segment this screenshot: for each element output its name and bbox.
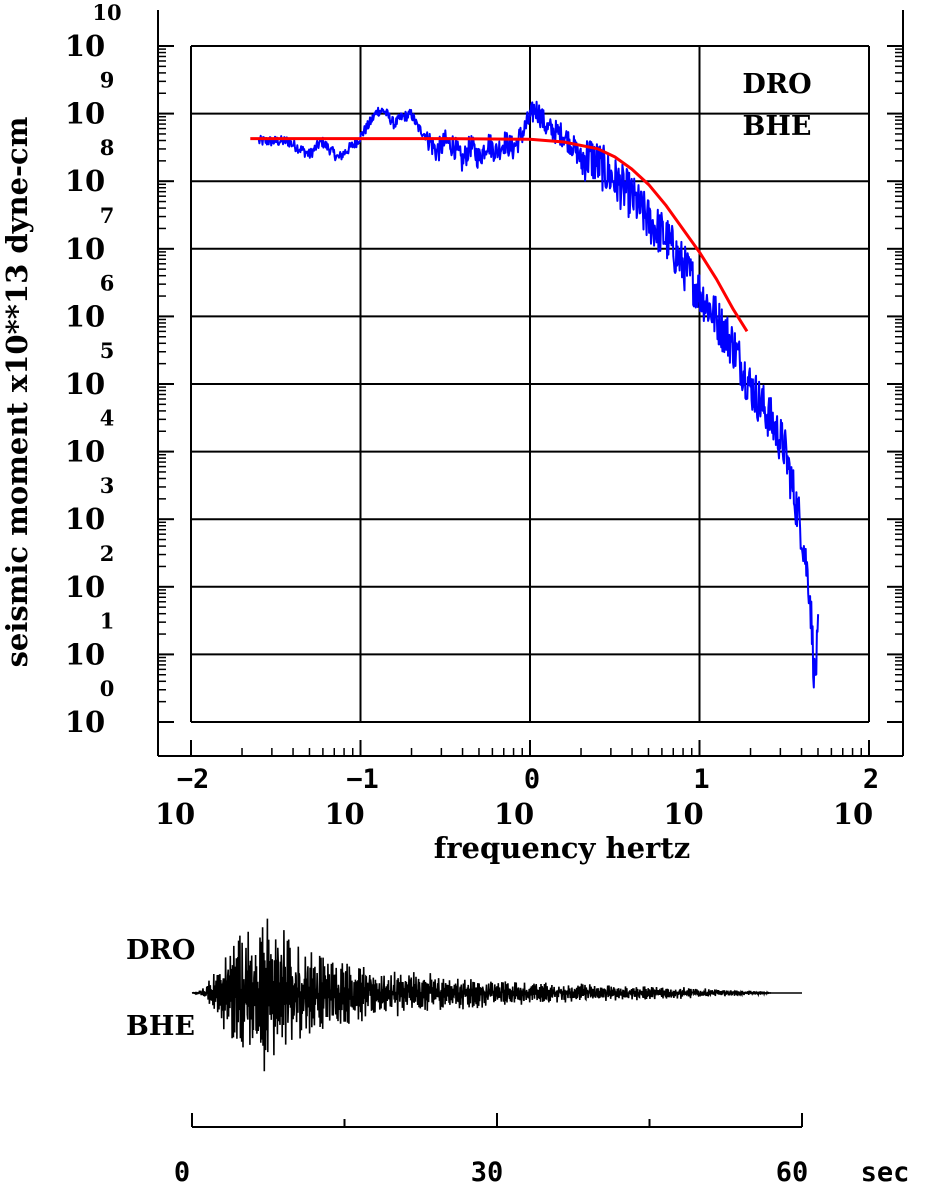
y-tick-label-exponent: 8 (100, 135, 115, 160)
y-tick-label-base: 10 (65, 502, 105, 536)
y-tick-label-base: 10 (65, 435, 105, 469)
x-axis-label: frequency hertz (434, 831, 690, 865)
y-tick-label-exponent: 0 (100, 676, 115, 701)
y-tick-label-exponent: 4 (100, 406, 115, 431)
y-tick-labels: 10 0 10 1 10 2 10 3 10 4 10 5 10 6 10 7 10 8 10 9 10 10 (65, 0, 122, 739)
y-tick-label-base: 10 (65, 232, 105, 266)
y-tick-label-exponent: 9 (100, 68, 115, 93)
y-tick-label-exponent: 2 (100, 541, 115, 566)
spectrum-ticks (158, 45, 903, 756)
y-tick-label-exponent: 10 (92, 0, 121, 25)
observed-spectrum-line (257, 100, 820, 689)
y-tick-label-base: 10 (65, 29, 105, 63)
time-axis-unit-label: sec (861, 1157, 910, 1184)
y-tick-label-exponent: 3 (100, 473, 115, 498)
y-axis-label: seismic moment x10**13 dyne-cm (0, 116, 34, 667)
spectrum-component-label: BHE (743, 111, 812, 142)
y-tick-label-exponent: 5 (100, 338, 115, 363)
y-tick-label-base: 10 (65, 299, 105, 333)
seismogram-line (191, 918, 802, 1072)
y-tick-label-exponent: 1 (100, 608, 115, 633)
x-tick-label-exponent: −2 (177, 764, 210, 795)
model-fit-line (250, 137, 749, 333)
seismogram-station-label: DRO (126, 935, 195, 966)
spectrum-grid (190, 45, 870, 723)
y-tick-label-base: 10 (65, 97, 105, 131)
y-tick-label-base: 10 (65, 705, 105, 739)
time-tick-label: 60 (776, 1157, 809, 1184)
x-tick-label-base: 10 (155, 797, 195, 831)
time-tick-label: 0 (174, 1157, 190, 1184)
y-tick-label-base: 10 (65, 570, 105, 604)
x-tick-label-base: 10 (494, 797, 534, 831)
y-tick-label-base: 10 (65, 367, 105, 401)
y-tick-label-base: 10 (65, 164, 105, 198)
x-tick-label-exponent: 1 (693, 764, 709, 795)
x-tick-label-base: 10 (663, 797, 703, 831)
y-tick-label-exponent: 6 (100, 270, 115, 295)
seismogram-trace (191, 918, 802, 1072)
seismogram-component-label: BHE (126, 1011, 195, 1042)
x-tick-label-exponent: 0 (524, 764, 540, 795)
x-tick-label-exponent: −1 (346, 764, 379, 795)
x-tick-label-exponent: 2 (863, 764, 879, 795)
time-tick-label: 30 (471, 1157, 504, 1184)
spectrum-series (250, 100, 820, 689)
x-tick-label-base: 10 (324, 797, 364, 831)
y-tick-label-exponent: 7 (100, 203, 115, 228)
x-tick-label-base: 10 (833, 797, 873, 831)
spectrum-station-label: DRO (742, 69, 811, 100)
y-tick-label-base: 10 (65, 637, 105, 671)
time-axis: 0 30 60 (174, 1113, 808, 1184)
